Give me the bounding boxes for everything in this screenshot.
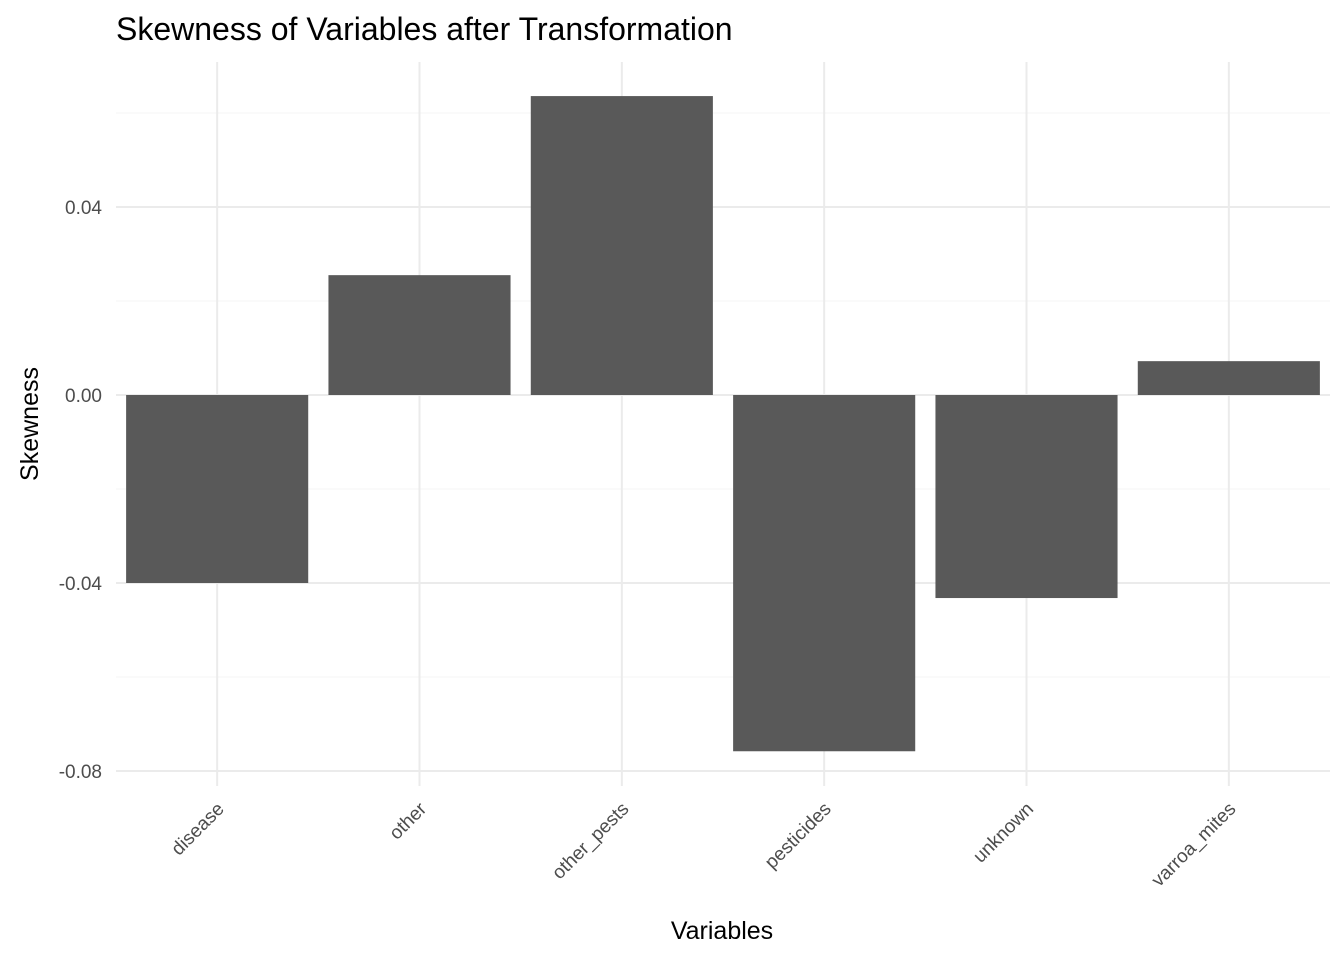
x-tick-label: disease	[168, 799, 229, 860]
bars	[126, 96, 1320, 752]
bar-disease	[126, 395, 309, 583]
x-tick-label: other_pests	[548, 799, 633, 884]
y-tick-label: 0.04	[65, 198, 102, 219]
y-tick-label: 0.00	[65, 386, 102, 407]
bar-other-pests	[530, 96, 713, 395]
bar-pesticides	[733, 395, 916, 752]
y-axis-ticks: -0.08 -0.04 0.00 0.04	[59, 198, 103, 783]
x-axis-title: Variables	[671, 917, 773, 945]
y-tick-label: -0.04	[59, 574, 103, 595]
x-tick-label: varroa_mites	[1148, 799, 1241, 892]
bar-varroa-mites	[1137, 361, 1320, 395]
chart-title: Skewness of Variables after Transformati…	[116, 11, 733, 47]
x-tick-label: other	[386, 798, 432, 844]
y-axis-title: Skewness	[16, 367, 44, 481]
bar-unknown	[935, 395, 1118, 599]
bar-other	[328, 275, 511, 395]
x-tick-label: pesticides	[761, 799, 836, 874]
y-tick-label: -0.08	[59, 762, 102, 783]
x-tick-label: unknown	[969, 799, 1038, 868]
x-axis-ticks: disease other other_pests pesticides unknown…	[168, 798, 1241, 891]
